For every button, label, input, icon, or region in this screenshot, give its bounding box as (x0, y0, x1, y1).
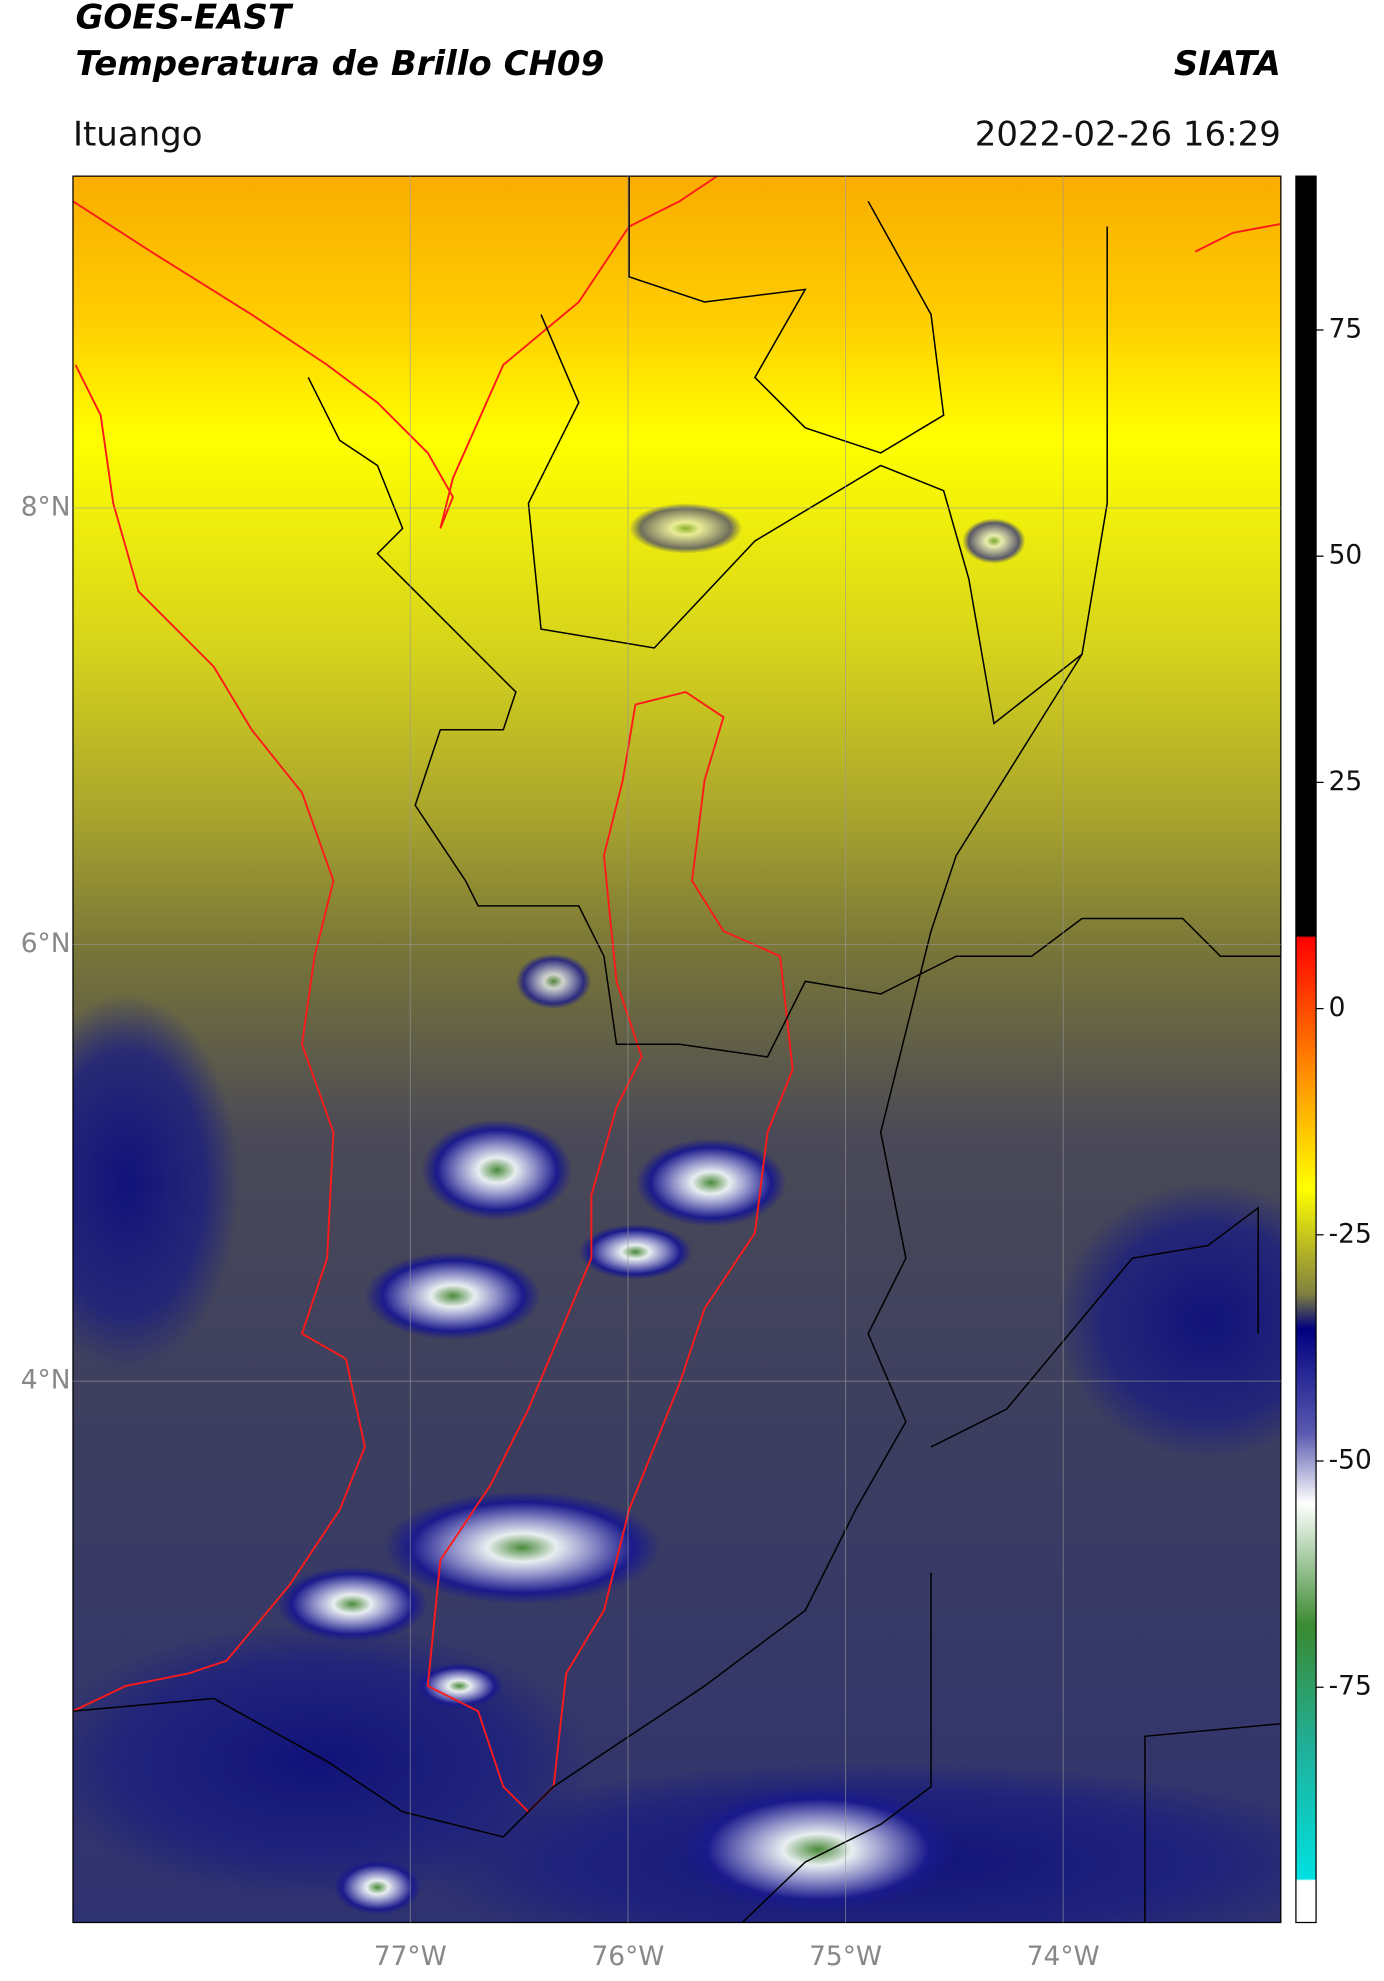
colorbar-tick-label: 75 (1329, 313, 1363, 344)
subtitle: Temperatura de Brillo CH09 (75, 44, 604, 84)
cloud (383, 1490, 661, 1605)
colorbar-tick-label: 25 (1329, 766, 1363, 797)
cloud (333, 1859, 422, 1915)
cloud-area (72, 994, 240, 1372)
cloud-area (72, 1623, 592, 1900)
colorbar-tick-label: -50 (1329, 1445, 1372, 1476)
coastline (1194, 223, 1281, 253)
border (930, 1206, 1259, 1448)
cloud (415, 1663, 504, 1709)
cloud (276, 1566, 428, 1642)
x-tick-label: 76°W (591, 1941, 664, 1972)
colorbar-tick-label: 0 (1329, 992, 1346, 1023)
y-tick-label: 6°N (21, 928, 71, 959)
source: SIATA (1174, 44, 1281, 84)
border (628, 176, 945, 454)
cloud (515, 953, 592, 1010)
colorbar-tick-label: -25 (1329, 1218, 1372, 1249)
colorbar-tick-label: -75 (1329, 1671, 1372, 1702)
x-tick-label: 75°W (809, 1941, 882, 1972)
coastline (72, 364, 366, 1712)
map-image (72, 176, 1281, 1923)
border (72, 653, 1083, 1838)
x-tick-label: 74°W (1027, 1941, 1100, 1972)
cloud (578, 1224, 692, 1280)
colorbar-tick-label: 50 (1329, 540, 1363, 571)
cloud (421, 1119, 573, 1221)
colorbar (1295, 175, 1317, 1924)
border (307, 377, 1281, 1058)
cloud (962, 518, 1026, 564)
title: GOES-EAST (75, 0, 293, 37)
location: Ituango (73, 114, 203, 154)
y-tick-label: 8°N (21, 491, 71, 522)
border (741, 1572, 932, 1923)
map-frame (72, 175, 1282, 1924)
cloud (364, 1251, 542, 1340)
border (1144, 1722, 1281, 1923)
cloud (635, 1138, 787, 1227)
cloud (629, 503, 743, 554)
coastline (72, 176, 718, 529)
cloud (679, 1786, 957, 1913)
y-tick-label: 4°N (21, 1365, 71, 1396)
timestamp: 2022-02-26 16:29 (975, 114, 1281, 154)
cloud-area (1056, 1182, 1281, 1460)
x-tick-label: 77°W (374, 1941, 447, 1972)
